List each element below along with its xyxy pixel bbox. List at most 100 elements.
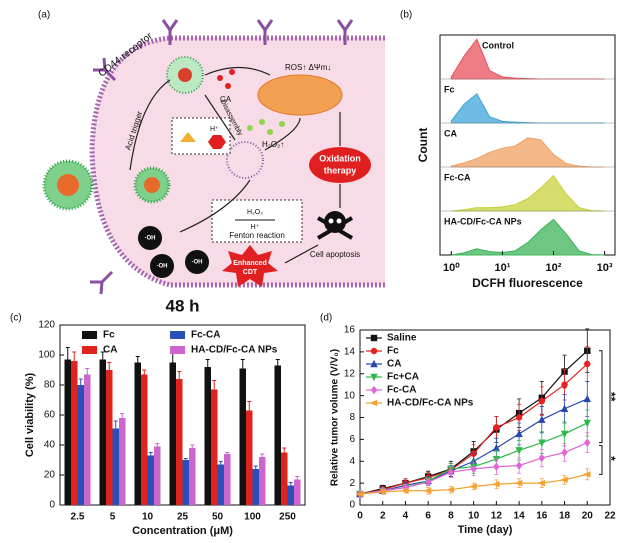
- hplus-label: H⁺: [210, 126, 219, 133]
- cdt-star: [222, 245, 278, 287]
- marker: [560, 404, 569, 412]
- x-tick-label: 18: [559, 511, 571, 522]
- annotation: **: [604, 392, 618, 402]
- x-axis-label: Concentration (μM): [132, 525, 233, 537]
- diagram: (a) CD44 receptor Acid trigger Disassemb…: [38, 10, 385, 295]
- x-tick-label: 10²: [546, 262, 562, 274]
- y-tick-label: 80: [44, 380, 56, 391]
- bar: [189, 448, 196, 505]
- y-tick-label: 0: [49, 500, 55, 511]
- panel-label: (b): [400, 10, 412, 21]
- error-bar: [78, 378, 83, 385]
- marker: [515, 461, 523, 470]
- x-tick-label: 16: [536, 511, 548, 522]
- radicals: [138, 226, 209, 278]
- oxidation-label: therapy: [324, 165, 357, 175]
- legend-label: Fc-CA: [444, 172, 471, 182]
- y-tick-label: 120: [38, 320, 55, 331]
- mitochondrion: [257, 74, 343, 116]
- x-tick-label: 20: [582, 511, 594, 522]
- bar: [99, 359, 106, 505]
- y-tick-label: 6: [349, 434, 355, 445]
- marker: [560, 476, 568, 484]
- bar: [281, 452, 288, 505]
- y-axis-label: Cell viability (%): [24, 372, 36, 457]
- h2o2-label: H₂O₂↑: [262, 140, 284, 149]
- error-bar: [190, 444, 195, 448]
- x-tick-label: 8: [448, 511, 454, 522]
- legend-label: HA-CD/Fc-CA NPs: [387, 398, 474, 409]
- bar: [134, 362, 141, 505]
- legend-marker: [370, 385, 378, 395]
- fenton-label: Fenton reaction: [229, 231, 285, 240]
- y-axis-label: Relative tumor volume (V/V₀): [330, 349, 341, 486]
- marker: [560, 430, 569, 439]
- marker: [355, 490, 364, 498]
- oh-label: ·OH: [192, 260, 203, 266]
- error-bar: [253, 465, 258, 469]
- y-tick-label: 16: [344, 325, 356, 336]
- y-tick-label: 14: [344, 347, 356, 358]
- membrane: [89, 35, 385, 288]
- fenton-box: [211, 199, 303, 243]
- x-tick-label: 14: [514, 511, 526, 522]
- y-tick-label: 12: [344, 368, 356, 379]
- bar: [154, 446, 161, 505]
- marker: [378, 488, 386, 496]
- marker: [447, 467, 455, 477]
- bar: [294, 479, 301, 505]
- x-tick-label: 10³: [597, 262, 613, 274]
- bar: [252, 469, 259, 505]
- cdt-label: CDT: [243, 269, 258, 276]
- marker: [561, 448, 568, 457]
- oxidation-label: Oxidation: [319, 153, 361, 163]
- legend-label: CA: [103, 345, 117, 356]
- y-tick-label: 100: [38, 350, 55, 361]
- error-bar: [240, 359, 245, 369]
- x-tick-label: 5: [110, 512, 116, 523]
- bar: [211, 389, 218, 505]
- bar: [119, 418, 126, 505]
- y-axis-label: Count: [416, 128, 430, 163]
- x-tick-label: 10: [468, 511, 480, 522]
- bar: [141, 374, 148, 505]
- cdt-label: Enhanced: [233, 260, 266, 267]
- error-bar: [288, 482, 293, 486]
- bar: [239, 368, 246, 505]
- legend-label: Fc: [103, 330, 115, 341]
- legend-label: Fc-CA: [191, 330, 220, 341]
- x-axis-label: Time (day): [458, 524, 513, 536]
- marker: [514, 479, 523, 487]
- bar: [84, 374, 91, 505]
- marker: [538, 439, 546, 447]
- ros-label: ROS↑ ΔΨm↓: [285, 63, 331, 72]
- y-tick-label: 0: [349, 500, 355, 511]
- ridge-area: [451, 174, 605, 212]
- bar: [287, 485, 294, 505]
- error-bar: [247, 401, 252, 411]
- error-bar: [113, 420, 118, 429]
- x-axis-label: DCFH fluorescence: [472, 276, 583, 290]
- marker: [423, 487, 432, 494]
- panel-label: (c): [10, 313, 22, 324]
- error-bar: [183, 458, 188, 460]
- arrows: [129, 66, 341, 264]
- y-tick-label: 2: [349, 478, 355, 489]
- bar: [182, 460, 189, 505]
- error-bar: [212, 380, 217, 390]
- marker: [515, 414, 523, 421]
- error-bar: [177, 371, 182, 379]
- marker: [583, 471, 591, 478]
- bracket: [599, 350, 603, 444]
- fenton-h: H⁺: [251, 224, 260, 231]
- bar: [169, 362, 176, 505]
- bar: [77, 385, 84, 505]
- marker: [401, 487, 409, 494]
- marker: [493, 424, 500, 431]
- error-bar: [100, 351, 105, 360]
- legend-label: HA-CD/Fc-CA NPs: [444, 216, 522, 226]
- panel-label: (d): [320, 313, 332, 324]
- x-tick-label: 10: [142, 512, 154, 523]
- oh-label: ·OH: [145, 236, 156, 242]
- marker: [469, 483, 477, 490]
